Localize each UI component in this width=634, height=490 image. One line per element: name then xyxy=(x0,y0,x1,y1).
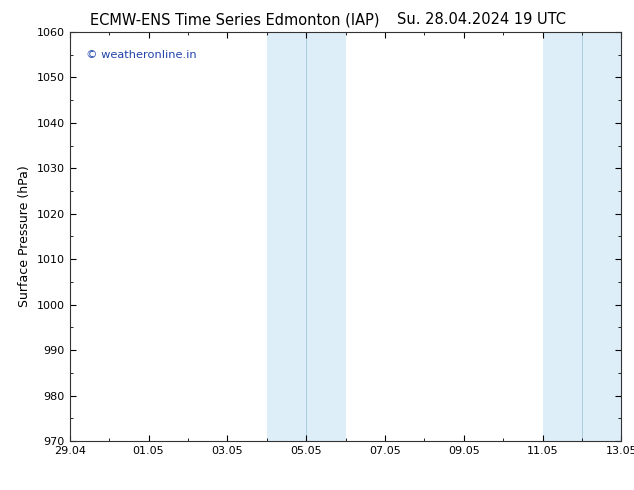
Text: © weatheronline.in: © weatheronline.in xyxy=(86,50,197,60)
Bar xyxy=(543,32,621,441)
Text: ECMW-ENS Time Series Edmonton (IAP): ECMW-ENS Time Series Edmonton (IAP) xyxy=(90,12,379,27)
Y-axis label: Surface Pressure (hPa): Surface Pressure (hPa) xyxy=(18,166,31,307)
Bar xyxy=(267,32,346,441)
Text: Su. 28.04.2024 19 UTC: Su. 28.04.2024 19 UTC xyxy=(398,12,566,27)
